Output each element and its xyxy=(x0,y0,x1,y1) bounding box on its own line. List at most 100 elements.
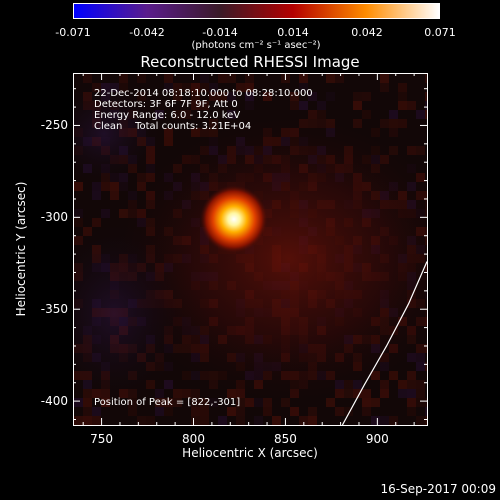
heatmap-cell xyxy=(173,92,182,101)
heatmap-cell xyxy=(380,416,389,425)
heatmap-cell xyxy=(164,137,173,146)
heatmap-cell xyxy=(398,389,407,398)
heatmap-cell xyxy=(317,101,326,110)
heatmap-cell xyxy=(299,74,308,83)
heatmap-cell xyxy=(299,83,308,92)
heatmap-cell xyxy=(83,407,92,416)
colorbar-tick: -0.071 xyxy=(55,26,91,39)
heatmap-cell xyxy=(74,398,83,407)
heatmap-cell xyxy=(425,416,427,425)
y-axis-label: Heliocentric Y (arcsec) xyxy=(14,181,28,317)
heatmap-cell xyxy=(164,380,173,389)
heatmap-cell xyxy=(119,182,128,191)
heatmap-cell xyxy=(200,83,209,92)
annotation-clean: Clean Total counts: 3.21E+04 xyxy=(94,121,252,132)
heatmap-cell xyxy=(308,407,317,416)
heatmap-cell xyxy=(299,416,308,425)
colorbar-tick: 0.042 xyxy=(351,26,383,39)
annotation-time: 22-Dec-2014 08:18:10.000 to 08:28:10.000 xyxy=(94,88,313,99)
heatmap-cell xyxy=(290,101,299,110)
heatmap-cell xyxy=(380,83,389,92)
heatmap-cell xyxy=(101,209,110,218)
heatmap-cell xyxy=(191,407,200,416)
heatmap-cell xyxy=(128,407,137,416)
heatmap-cell xyxy=(398,119,407,128)
annotation-energy: Energy Range: 6.0 - 12.0 keV xyxy=(94,110,241,121)
heatmap-cell xyxy=(227,74,236,83)
heatmap-cell xyxy=(272,416,281,425)
heatmap-cell xyxy=(236,83,245,92)
footer-timestamp: 16-Sep-2017 00:09 xyxy=(380,482,496,496)
emission-haze xyxy=(109,109,427,409)
heatmap-cell xyxy=(416,380,425,389)
heatmap-cell xyxy=(389,119,398,128)
heatmap-cell xyxy=(371,398,380,407)
colorbar-tick: -0.014 xyxy=(202,26,238,39)
heatmap-cell xyxy=(101,182,110,191)
heatmap-cell xyxy=(92,182,101,191)
heatmap-cell xyxy=(326,92,335,101)
heatmap-cell xyxy=(425,110,427,119)
heatmap-cell xyxy=(416,146,425,155)
heatmap-cell xyxy=(173,398,182,407)
heatmap-cell xyxy=(326,74,335,83)
heatmap-cell xyxy=(74,209,83,218)
heatmap-cell xyxy=(164,128,173,137)
heatmap-cell xyxy=(362,110,371,119)
heatmap-cell xyxy=(209,398,218,407)
heatmap-cell xyxy=(380,389,389,398)
y-tick-label: -250 xyxy=(40,118,68,133)
colorbar-tick: 0.014 xyxy=(277,26,309,39)
heatmap-cell xyxy=(110,191,119,200)
heatmap-cell xyxy=(191,389,200,398)
heatmap-cell xyxy=(74,218,83,227)
heatmap-cell xyxy=(236,416,245,425)
heatmap-cell xyxy=(191,101,200,110)
heatmap-cell xyxy=(92,416,101,425)
x-tick-label: 900 xyxy=(365,432,389,446)
heatmap-cell xyxy=(173,83,182,92)
heatmap-cell xyxy=(389,128,398,137)
y-tick-label: -350 xyxy=(40,302,68,317)
heatmap-cell xyxy=(155,110,164,119)
heatmap-cell xyxy=(200,416,209,425)
heatmap-cell xyxy=(416,416,425,425)
heatmap-cell xyxy=(344,407,353,416)
heatmap-cell xyxy=(209,92,218,101)
y-tick-label: -400 xyxy=(40,394,68,409)
heatmap-cell xyxy=(245,92,254,101)
heatmap-cell xyxy=(128,398,137,407)
heatmap-cell xyxy=(92,407,101,416)
heatmap-cell xyxy=(191,92,200,101)
plot-area: 22-Dec-2014 08:18:10.000 to 08:28:10.000… xyxy=(73,73,428,426)
heatmap-cell xyxy=(263,92,272,101)
heatmap-cell xyxy=(119,74,128,83)
heatmap-cell xyxy=(407,371,416,380)
colorbar-tick: -0.042 xyxy=(129,26,165,39)
heatmap-cell xyxy=(299,101,308,110)
heatmap-cell xyxy=(353,92,362,101)
heatmap-cell xyxy=(83,398,92,407)
heatmap-cell xyxy=(281,74,290,83)
heatmap-cell xyxy=(110,182,119,191)
heatmap-cell xyxy=(200,398,209,407)
heatmap-cell xyxy=(389,416,398,425)
heatmap-cell xyxy=(389,110,398,119)
heatmap-cell xyxy=(416,110,425,119)
heatmap-image xyxy=(74,74,427,425)
heatmap-cell xyxy=(227,407,236,416)
heatmap-cell xyxy=(146,416,155,425)
heatmap-cell xyxy=(398,92,407,101)
heatmap-cell xyxy=(74,182,83,191)
heatmap-cell xyxy=(407,407,416,416)
heatmap-cell xyxy=(353,101,362,110)
colorbar xyxy=(73,3,440,19)
heatmap-cell xyxy=(416,398,425,407)
heatmap-cell xyxy=(290,92,299,101)
heatmap-cell xyxy=(137,92,146,101)
heatmap-cell xyxy=(416,389,425,398)
heatmap-cell xyxy=(182,110,191,119)
heatmap-cell xyxy=(407,380,416,389)
heatmap-cell xyxy=(155,407,164,416)
heatmap-cell xyxy=(362,398,371,407)
